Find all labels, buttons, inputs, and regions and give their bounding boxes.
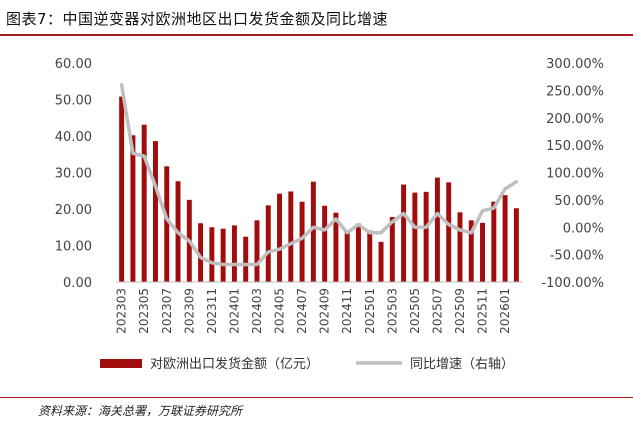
bar [502,195,508,282]
right-tick-label: 300.00% [546,57,604,72]
bar [164,166,170,282]
x-tick-label: 202511 [476,288,490,334]
left-tick-label: 30.00 [55,167,92,182]
x-tick-label: 202501 [363,288,377,334]
source-divider [0,397,633,398]
bar [423,191,429,282]
x-tick-label: 202507 [430,288,444,334]
legend: 对欧洲出口发货金额（亿元） 同比增速（右轴） [100,356,514,372]
right-tick-label: 0.00% [563,221,604,236]
bar [130,135,136,282]
x-tick-label: 202503 [385,288,399,334]
bar [480,222,486,282]
bar [243,236,249,282]
bar [119,96,125,282]
bar [367,230,373,282]
right-tick-label: 150.00% [546,139,604,154]
line-series [119,83,519,267]
right-tick-label: -50.00% [550,249,604,264]
bar [491,201,497,282]
left-tick-label: 50.00 [55,94,92,109]
bar [446,182,452,282]
right-tick-label: 200.00% [546,112,604,127]
bar [434,177,440,282]
left-tick-label: 0.00 [63,276,92,291]
x-tick-label: 202405 [273,288,287,334]
right-tick-label: -100.00% [541,276,604,291]
bar-series [119,96,519,282]
bar [231,225,237,282]
chart-area: 0.00 10.00 20.00 30.00 40.00 50.00 60.00 -100.… [55,57,604,372]
x-tick-label: 202601 [498,288,512,334]
title-bar: 图表7：中国逆变器对欧洲地区出口发货金额及同比增速 [0,0,633,34]
chart-title: 图表7：中国逆变器对欧洲地区出口发货金额及同比增速 [6,10,389,28]
legend-line-label: 同比增速（右轴） [410,357,514,372]
bar [310,181,316,282]
right-tick-label: 100.00% [546,167,604,182]
x-tick-label: 202403 [250,288,264,334]
bar [344,231,350,282]
bar [513,208,519,282]
bar [198,223,204,282]
bar [322,205,328,282]
x-tick-label: 202409 [318,288,332,334]
bar [141,124,147,282]
left-tick-label: 60.00 [55,57,92,72]
bar [378,241,384,282]
bar [152,141,158,282]
bar [468,220,474,282]
bar [457,212,463,282]
bar [355,223,361,282]
bar [389,217,395,282]
bar [333,212,339,282]
legend-bar-label: 对欧洲出口发货金额（亿元） [150,356,319,372]
x-tick-label: 202307 [160,288,174,334]
x-tick-label: 202411 [340,288,354,334]
x-tick-label: 202305 [137,288,151,334]
bar [220,228,226,282]
right-tick-label: 250.00% [546,84,604,99]
x-tick-label: 202401 [227,288,241,334]
x-axis: 202303 202305 202307 202309 202311 202401 2024… [115,281,522,334]
bar [265,205,271,282]
x-tick-label: 202509 [453,288,467,334]
left-tick-label: 10.00 [55,240,92,255]
bar [299,201,305,282]
legend-bar-swatch [100,359,142,368]
x-tick-label: 202311 [205,288,219,334]
bar [209,227,215,282]
bar [412,192,418,282]
left-axis: 0.00 10.00 20.00 30.00 40.00 50.00 60.00 [55,57,92,291]
left-tick-label: 40.00 [55,130,92,145]
yoy-line [119,83,519,267]
x-tick-label: 202505 [408,288,422,334]
x-tick-label: 202309 [182,288,196,334]
source-note: 资料来源：海关总署，万联证券研究所 [38,404,243,418]
x-tick-label: 202407 [295,288,309,334]
title-divider [0,34,633,36]
bar [254,220,260,282]
bar [277,193,283,282]
bar [288,191,294,282]
left-tick-label: 20.00 [55,203,92,218]
x-tick-label: 202303 [115,288,129,334]
right-tick-label: 50.00% [554,194,604,209]
right-axis: -100.00% -50.00% 0.00% 50.00% 100.00% 150.00%… [541,57,604,291]
bar [401,184,407,282]
